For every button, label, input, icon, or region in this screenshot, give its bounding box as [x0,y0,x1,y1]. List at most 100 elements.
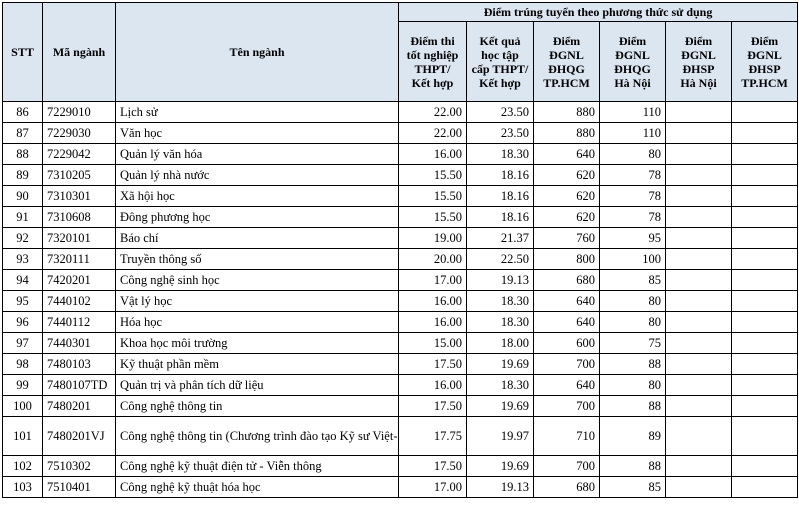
cell-score-dgnl-hn: 110 [599,101,666,123]
cell-score-hoc-ba: 19.69 [466,455,534,477]
cell-name: Kỹ thuật phần mềm [115,353,399,375]
cell-score-dgnl-hn: 80 [599,290,666,312]
cell-stt: 91 [2,206,43,228]
table-row: 89 7310205 Quản lý nhà nước 15.50 18.16 … [2,164,799,186]
cell-score-dgnl-hcm: 800 [533,248,600,270]
cell-score-dhsp-hn [665,311,732,333]
cell-code: 7510401 [42,476,116,498]
cell-name: Khoa học môi trường [115,332,399,354]
cell-score-dgnl-hcm: 640 [533,290,600,312]
cell-score-thpt: 17.00 [398,476,467,498]
cell-score-dgnl-hcm: 600 [533,332,600,354]
cell-name: Hóa học [115,311,399,333]
cell-code: 7480107TD [42,374,116,396]
cell-score-dhsp-hcm [730,395,799,417]
cell-score-dgnl-hcm: 700 [533,455,600,477]
cell-score-dhsp-hcm [730,122,799,144]
cell-score-dhsp-hn [665,455,732,477]
cell-stt: 94 [2,269,43,291]
table-row: 101 7480201VJ Công nghệ thông tin (Chươn… [2,416,799,456]
cell-stt: 99 [2,374,43,396]
table-row: 90 7310301 Xã hội học 15.50 18.16 620 78 [2,185,799,207]
cell-score-dgnl-hn: 78 [599,164,666,186]
cell-score-hoc-ba: 19.13 [466,269,534,291]
cell-score-dgnl-hcm: 640 [533,311,600,333]
cell-stt: 86 [2,101,43,123]
cell-score-hoc-ba: 18.30 [466,311,534,333]
cell-name: Công nghệ thông tin [115,395,399,417]
cell-code: 7229010 [42,101,116,123]
cell-stt: 96 [2,311,43,333]
cell-score-dgnl-hcm: 620 [533,206,600,228]
cell-code: 7440102 [42,290,116,312]
table-row: 91 7310608 Đông phương học 15.50 18.16 6… [2,206,799,228]
cell-name: Báo chí [115,227,399,249]
cell-stt: 98 [2,353,43,375]
cell-score-dgnl-hcm: 640 [533,374,600,396]
cell-score-dgnl-hn: 88 [599,395,666,417]
cell-score-thpt: 16.00 [398,290,467,312]
cell-score-hoc-ba: 23.50 [466,122,534,144]
header-stt: STT [2,2,43,102]
cell-score-hoc-ba: 18.00 [466,332,534,354]
cell-score-dhsp-hn [665,476,732,498]
cell-score-thpt: 15.50 [398,164,467,186]
cell-score-thpt: 17.50 [398,353,467,375]
cell-code: 7480103 [42,353,116,375]
table-body: 86 7229010 Lịch sử 22.00 23.50 880 110 8… [2,101,799,498]
cell-score-dgnl-hcm: 880 [533,122,600,144]
cell-code: 7480201 [42,395,116,417]
cell-stt: 90 [2,185,43,207]
cell-score-dhsp-hn [665,290,732,312]
cell-score-dgnl-hcm: 620 [533,185,600,207]
header-method-dhsp-hcm: Điểm ĐGNL ĐHSP TP.HCM [730,21,799,102]
cell-score-dhsp-hn [665,122,732,144]
cell-score-dgnl-hn: 89 [599,416,666,456]
cell-score-dgnl-hcm: 700 [533,353,600,375]
header-name: Tên ngành [115,2,399,102]
cell-code: 7310608 [42,206,116,228]
cell-score-dhsp-hcm [730,332,799,354]
table-row: 103 7510401 Công nghệ kỹ thuật hóa học 1… [2,476,799,498]
cell-stt: 92 [2,227,43,249]
cell-score-thpt: 22.00 [398,122,467,144]
cell-score-dhsp-hcm [730,476,799,498]
cell-score-dgnl-hcm: 760 [533,227,600,249]
table-row: 86 7229010 Lịch sử 22.00 23.50 880 110 [2,101,799,123]
cell-name: Quản lý văn hóa [115,143,399,165]
cell-stt: 93 [2,248,43,270]
table-row: 102 7510302 Công nghệ kỹ thuật điện tử -… [2,455,799,477]
cell-score-thpt: 20.00 [398,248,467,270]
cell-code: 7229042 [42,143,116,165]
cell-score-hoc-ba: 19.97 [466,416,534,456]
cell-code: 7440112 [42,311,116,333]
cell-score-dgnl-hn: 75 [599,332,666,354]
header-method-group: Điểm trúng tuyển theo phương thức sử dụn… [397,2,799,22]
cell-score-dgnl-hn: 85 [599,269,666,291]
cell-stt: 88 [2,143,43,165]
cell-name: Lịch sử [115,101,399,123]
cell-score-dhsp-hcm [730,143,799,165]
cell-name: Quản lý nhà nước [115,164,399,186]
cell-score-dhsp-hn [665,164,732,186]
cell-score-dhsp-hn [665,101,732,123]
cell-score-thpt: 15.50 [398,206,467,228]
header-method-hoc-ba: Kết quả học tập cấp THPT/ Kết hợp [466,21,534,102]
cell-score-dhsp-hn [665,353,732,375]
cell-score-dgnl-hcm: 680 [533,476,600,498]
cell-score-hoc-ba: 18.16 [466,185,534,207]
cell-name: Quản trị và phân tích dữ liệu [115,374,399,396]
cell-name: Công nghệ thông tin (Chương trình đào tạ… [115,416,399,456]
cell-name: Xã hội học [115,185,399,207]
table-row: 88 7229042 Quản lý văn hóa 16.00 18.30 6… [2,143,799,165]
table-row: 94 7420201 Công nghệ sinh học 17.00 19.1… [2,269,799,291]
cell-score-thpt: 16.00 [398,311,467,333]
cell-score-dhsp-hcm [730,311,799,333]
cell-score-dgnl-hcm: 680 [533,269,600,291]
cell-name: Công nghệ kỹ thuật điện tử - Viễn thông [115,455,399,477]
cell-stt: 100 [2,395,43,417]
cell-stt: 103 [2,476,43,498]
cell-score-thpt: 15.50 [398,185,467,207]
cell-score-dgnl-hn: 78 [599,206,666,228]
cell-score-dgnl-hcm: 880 [533,101,600,123]
